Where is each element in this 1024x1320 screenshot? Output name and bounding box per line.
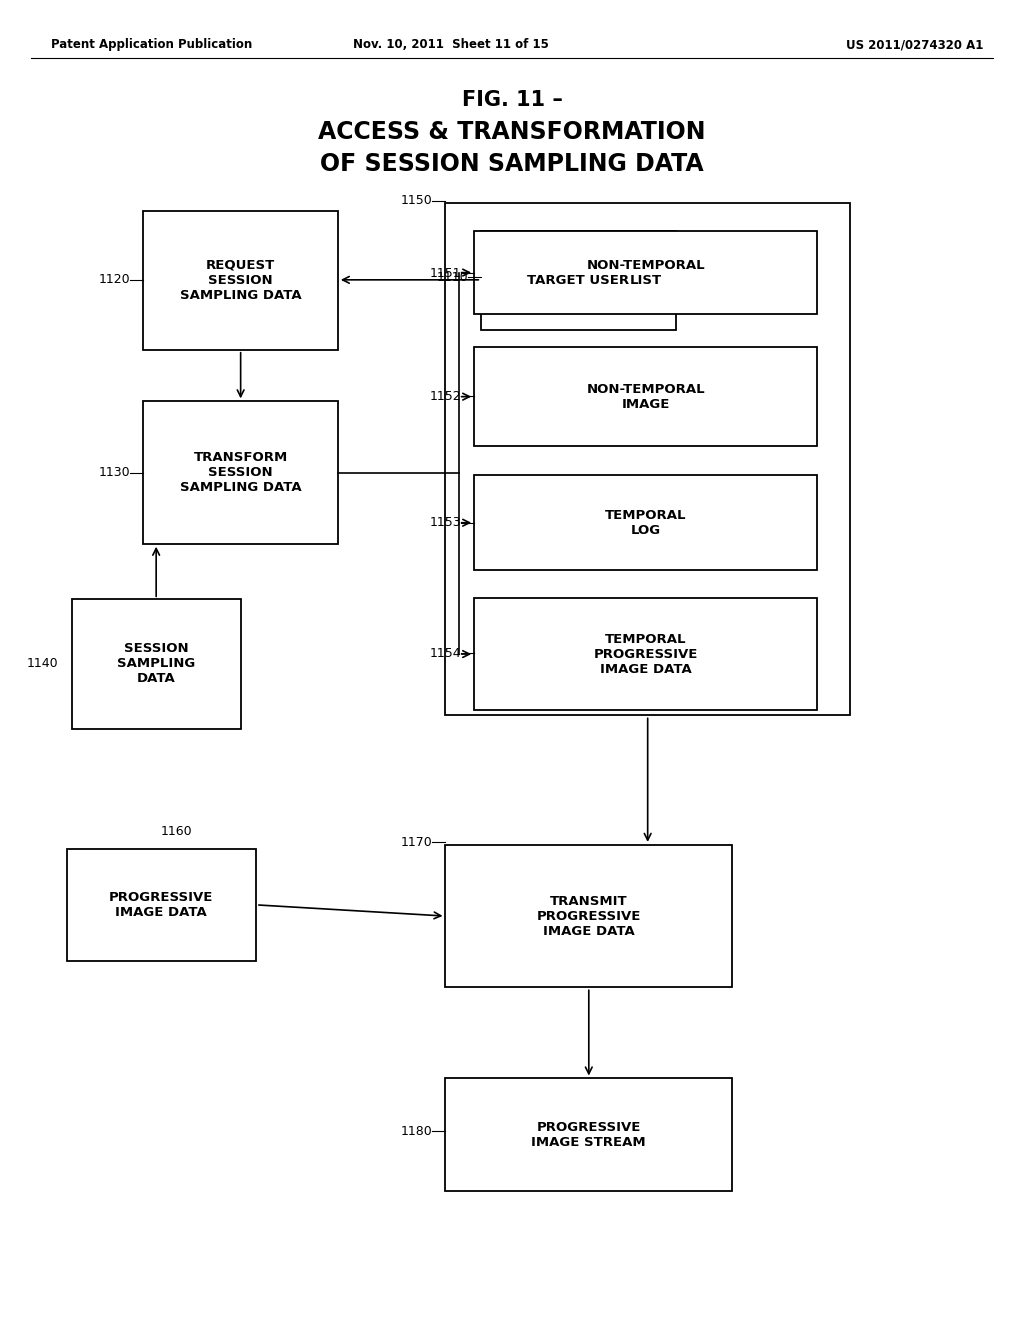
Bar (67, 849, 256, 961)
Text: Nov. 10, 2011  Sheet 11 of 15: Nov. 10, 2011 Sheet 11 of 15 (352, 38, 549, 51)
Text: 1151: 1151 (429, 267, 461, 280)
Text: TRANSMIT
PROGRESSIVE
IMAGE DATA: TRANSMIT PROGRESSIVE IMAGE DATA (537, 895, 641, 937)
Text: PROGRESSIVE
IMAGE DATA: PROGRESSIVE IMAGE DATA (110, 891, 213, 919)
Text: FIG. 11 –: FIG. 11 – (462, 90, 562, 111)
Text: 1170: 1170 (400, 836, 432, 849)
Text: 1154: 1154 (429, 647, 461, 660)
Bar (474, 347, 817, 446)
Text: NON-TEMPORAL
IMAGE: NON-TEMPORAL IMAGE (587, 383, 705, 411)
Bar (445, 845, 732, 987)
Text: PROGRESSIVE
IMAGE STREAM: PROGRESSIVE IMAGE STREAM (531, 1121, 646, 1148)
Text: 1110: 1110 (436, 271, 468, 284)
Bar (474, 598, 817, 710)
Bar (481, 231, 676, 330)
Text: TRANSFORMED SAMPLING
DATA: TRANSFORMED SAMPLING DATA (549, 232, 746, 260)
Text: OF SESSION SAMPLING DATA: OF SESSION SAMPLING DATA (321, 152, 703, 176)
Bar (474, 231, 817, 314)
Text: 1153: 1153 (429, 516, 461, 529)
Text: TARGET USER: TARGET USER (527, 275, 630, 286)
Text: REQUEST
SESSION
SAMPLING DATA: REQUEST SESSION SAMPLING DATA (180, 259, 301, 302)
Text: TRANSFORM
SESSION
SAMPLING DATA: TRANSFORM SESSION SAMPLING DATA (180, 451, 301, 494)
Text: 1152: 1152 (429, 389, 461, 403)
Text: 1130: 1130 (98, 466, 130, 479)
Bar (143, 401, 338, 544)
Text: 1120: 1120 (98, 273, 130, 286)
Text: SESSION
SAMPLING
DATA: SESSION SAMPLING DATA (117, 643, 196, 685)
Text: 1140: 1140 (27, 657, 58, 671)
Text: ACCESS & TRANSFORMATION: ACCESS & TRANSFORMATION (318, 120, 706, 144)
Bar (445, 203, 850, 715)
Text: NON-TEMPORAL
LIST: NON-TEMPORAL LIST (587, 259, 705, 286)
Text: 1180: 1180 (400, 1125, 432, 1138)
Bar (445, 1078, 732, 1191)
Text: 1150: 1150 (400, 194, 432, 207)
Text: Patent Application Publication: Patent Application Publication (51, 38, 253, 51)
Bar (143, 211, 338, 350)
Text: TEMPORAL
LOG: TEMPORAL LOG (605, 508, 686, 537)
Text: TEMPORAL
PROGRESSIVE
IMAGE DATA: TEMPORAL PROGRESSIVE IMAGE DATA (594, 632, 697, 676)
Text: 1160: 1160 (161, 825, 193, 838)
Bar (72, 599, 241, 729)
Text: US 2011/0274320 A1: US 2011/0274320 A1 (846, 38, 983, 51)
Bar (474, 475, 817, 570)
